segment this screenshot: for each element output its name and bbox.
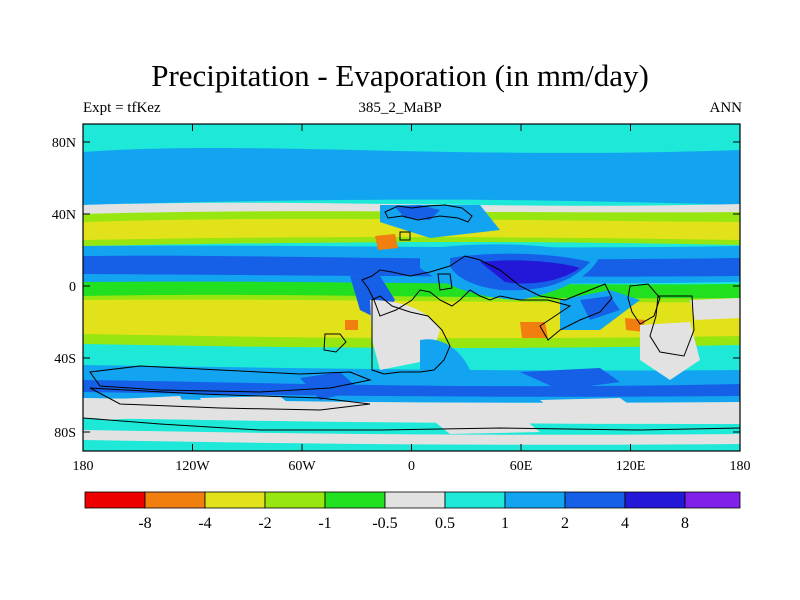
colorbar-swatch (264, 491, 326, 509)
x-tick-label: 180 (730, 459, 751, 474)
x-axis-labels: 180 120W 60W 0 60E 120E 180 (73, 459, 751, 474)
colorbar-label: 2 (561, 515, 569, 532)
colorbar-swatch (444, 491, 506, 509)
colorbar-label: -0.5 (372, 515, 397, 532)
colorbar-swatch (684, 491, 741, 509)
y-tick-label: 80N (52, 136, 76, 151)
colorbar-label: 1 (501, 515, 509, 532)
x-tick-label: 60E (510, 459, 533, 474)
x-tick-label: 120E (616, 459, 646, 474)
season-label: ANN (709, 100, 743, 116)
axis-ticks (82, 124, 741, 451)
coastlines (83, 204, 740, 431)
colorbar-swatch (144, 491, 206, 509)
x-tick-label: 120W (175, 459, 210, 474)
y-tick-label: 40S (54, 352, 76, 367)
colorbar-label: 8 (681, 515, 689, 532)
experiment-label: Expt = tfKez (83, 100, 161, 116)
colorbar-swatch (504, 491, 566, 509)
colorbar-swatch (384, 491, 446, 509)
colorbar-label: 4 (621, 515, 629, 532)
period-label: 385_2_MaBP (358, 100, 442, 116)
y-tick-label: 40N (52, 208, 76, 223)
colorbar-label: -8 (138, 515, 151, 532)
x-tick-label: 180 (73, 459, 94, 474)
colorbar-swatch (624, 491, 686, 509)
x-tick-label: 60W (288, 459, 316, 474)
y-tick-label: 80S (54, 426, 76, 441)
colorbar-swatch (564, 491, 626, 509)
colorbar-label: 0.5 (435, 515, 455, 532)
colorbar-swatch (84, 491, 146, 509)
colorbar: -8 -4 -2 -1 -0.5 0.5 1 2 4 8 (84, 491, 741, 532)
pme-field (83, 124, 740, 451)
y-axis-labels: 80N 40N 0 40S 80S (52, 136, 76, 441)
colorbar-label: -4 (198, 515, 211, 532)
colorbar-label: -1 (318, 515, 331, 532)
x-tick-label: 0 (408, 459, 415, 474)
colorbar-swatch (204, 491, 266, 509)
colorbar-label: -2 (258, 515, 271, 532)
map-title: Precipitation - Evaporation (in mm/day) (151, 58, 649, 93)
y-tick-label: 0 (69, 280, 76, 295)
colorbar-swatch (324, 491, 386, 509)
